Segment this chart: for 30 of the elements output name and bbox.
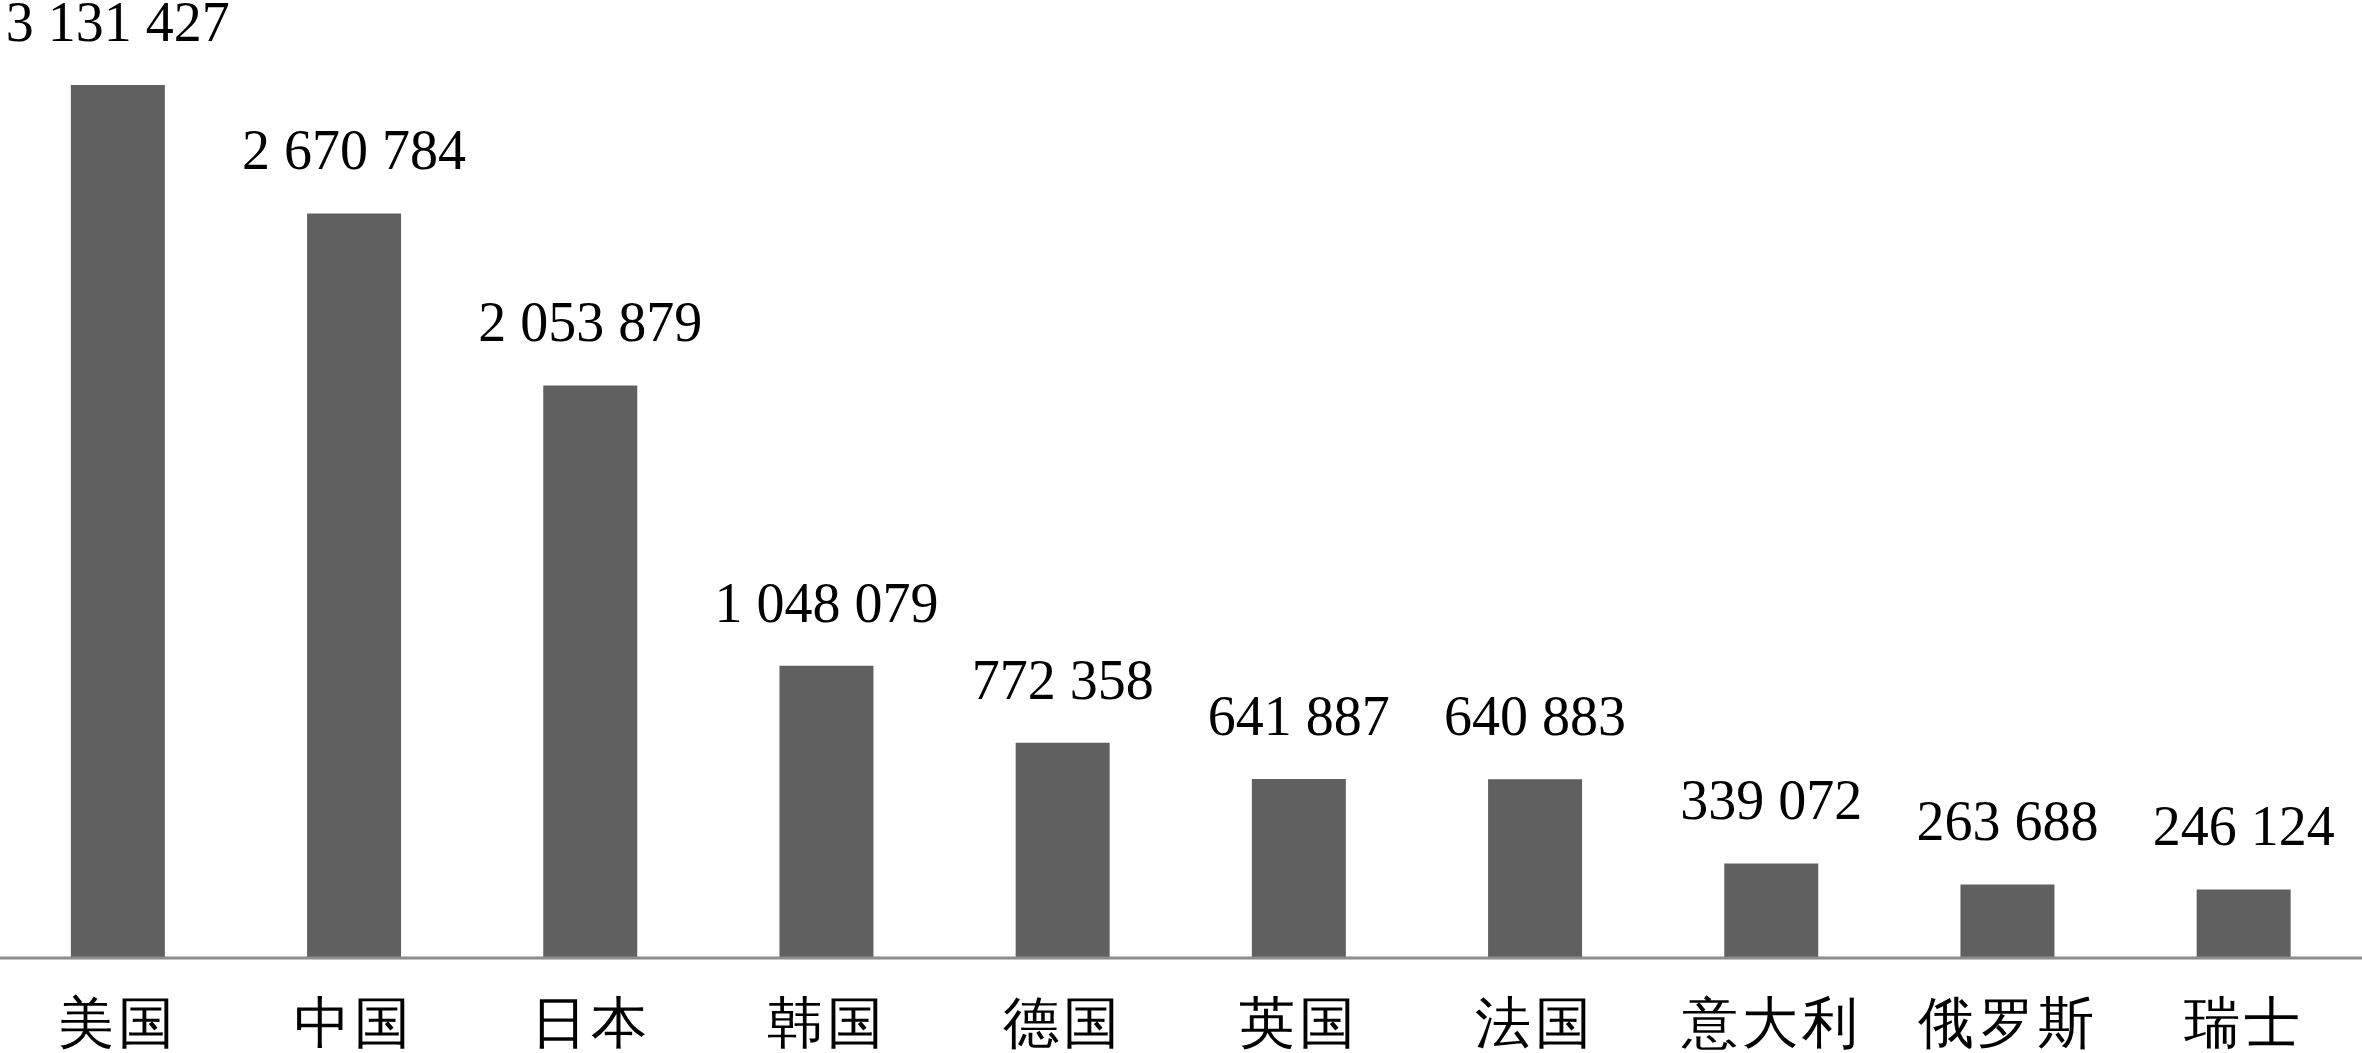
data-label: 2 053 879 [478,291,703,354]
bar [2196,889,2291,958]
x-tick-label: 德国 [1002,992,1123,1053]
data-label: 640 883 [1444,685,1627,748]
x-tick-label: 俄罗斯 [1917,992,2098,1053]
x-tick-label: 中国 [294,992,415,1053]
data-label: 246 124 [2152,795,2335,858]
data-label: 772 358 [971,648,1154,711]
bar [779,665,874,958]
bar [1960,884,2055,958]
x-tick-label: 韩国 [766,992,887,1053]
x-tick-label: 日本 [530,992,651,1053]
bar [1015,742,1110,958]
data-label: 339 072 [1680,769,1863,832]
bar [1724,863,1819,958]
bar [1488,779,1583,958]
data-label: 1 048 079 [714,571,939,634]
bar [307,213,402,958]
bar [1251,779,1346,958]
x-tick-label: 意大利 [1680,992,1862,1053]
data-label: 641 887 [1207,685,1390,748]
data-label: 3 131 427 [5,0,230,53]
x-tick-label: 英国 [1239,992,1360,1053]
bar [543,385,638,958]
data-label: 2 670 784 [242,119,467,182]
data-label: 263 688 [1916,790,2099,853]
x-tick-label: 法国 [1475,992,1596,1053]
x-tick-label: 美国 [58,992,179,1053]
bar [70,85,165,958]
x-tick-label: 瑞士 [2183,992,2304,1053]
